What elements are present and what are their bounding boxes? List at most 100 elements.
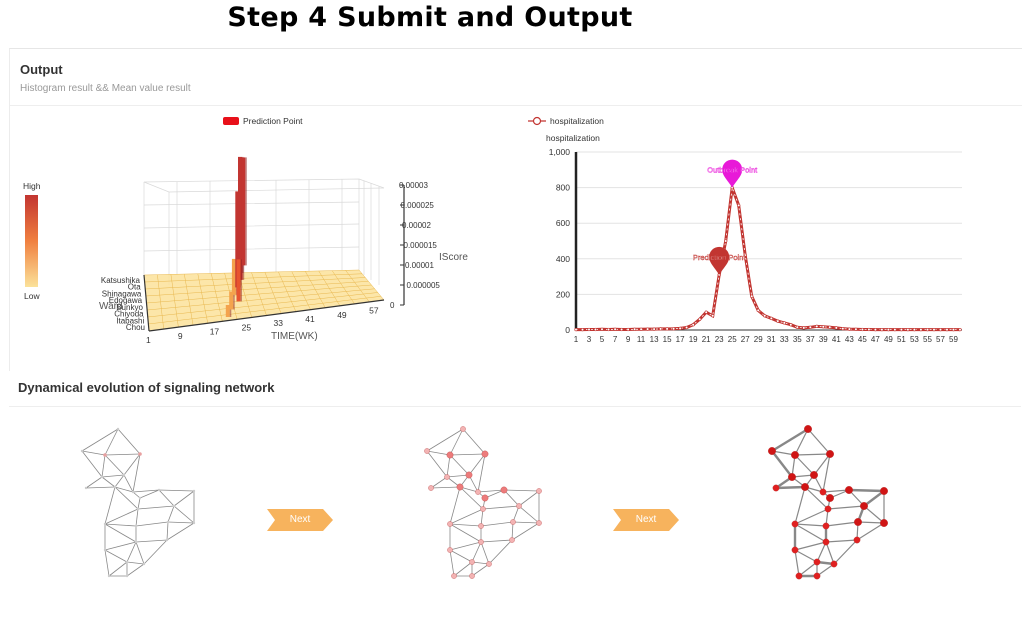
line-point[interactable] (639, 327, 643, 331)
network-node[interactable] (451, 573, 457, 579)
network-node[interactable] (478, 523, 484, 529)
line-point[interactable] (886, 328, 891, 332)
network-node[interactable] (516, 503, 522, 509)
line-point[interactable] (808, 325, 812, 329)
network-node[interactable] (880, 487, 888, 495)
line-point[interactable] (711, 314, 715, 318)
network-node[interactable] (138, 496, 142, 500)
visual-map[interactable]: High Low (23, 181, 41, 301)
line-point[interactable] (665, 327, 669, 331)
network-node[interactable] (481, 494, 489, 502)
line-point[interactable] (932, 328, 936, 332)
network-node[interactable] (788, 473, 796, 481)
line-point[interactable] (652, 327, 656, 331)
network-node[interactable] (469, 559, 475, 565)
network-node[interactable] (80, 449, 84, 453)
histogram-bar[interactable] (235, 191, 240, 288)
network-graph-stage-1[interactable] (70, 418, 220, 588)
line-point[interactable] (632, 327, 637, 331)
line-point[interactable] (763, 314, 767, 318)
line-point[interactable] (841, 327, 845, 331)
line-point[interactable] (704, 310, 708, 314)
network-node[interactable] (822, 522, 830, 530)
network-node[interactable] (481, 450, 489, 458)
next-button-1[interactable]: Next (267, 509, 333, 531)
network-node[interactable] (447, 547, 453, 553)
line-point[interactable] (678, 326, 682, 330)
histogram-bar[interactable] (241, 157, 246, 266)
visual-map-gradient-bar[interactable] (25, 195, 38, 287)
line-point[interactable] (587, 327, 591, 332)
network-node[interactable] (113, 485, 117, 489)
network-node[interactable] (125, 574, 129, 578)
network-node[interactable] (134, 524, 138, 528)
line-point[interactable] (619, 327, 624, 332)
network-node[interactable] (475, 489, 481, 495)
network-node[interactable] (822, 538, 830, 546)
network-node[interactable] (138, 452, 142, 456)
line-point[interactable] (945, 328, 949, 332)
line-point[interactable] (724, 239, 728, 243)
network-node[interactable] (103, 548, 107, 552)
outbreak-point-pin[interactable]: Outbreak Point (707, 159, 758, 188)
network-node[interactable] (801, 483, 809, 491)
network-node[interactable] (500, 486, 508, 494)
network-node[interactable] (478, 539, 484, 545)
network-node[interactable] (509, 537, 515, 543)
network-node[interactable] (795, 572, 803, 580)
line-point[interactable] (821, 325, 825, 329)
network-node[interactable] (469, 573, 475, 579)
line-point[interactable] (828, 325, 832, 329)
next-button-2[interactable]: Next (613, 509, 679, 531)
network-node[interactable] (830, 560, 838, 568)
line-point[interactable] (580, 328, 585, 332)
histogram-bar[interactable] (225, 305, 230, 317)
line-point[interactable] (854, 327, 858, 331)
network-node[interactable] (480, 506, 486, 512)
network-node[interactable] (444, 474, 450, 480)
network-node[interactable] (791, 451, 799, 459)
network-node[interactable] (446, 451, 454, 459)
network-node[interactable] (510, 519, 516, 525)
network-node[interactable] (824, 505, 832, 513)
network-node[interactable] (536, 488, 542, 494)
prediction-point-pin[interactable]: Prediction Point (693, 246, 747, 275)
network-node[interactable] (192, 521, 196, 525)
line-point[interactable] (860, 327, 865, 332)
line-point[interactable] (776, 319, 780, 323)
network-node[interactable] (826, 450, 834, 458)
line-point[interactable] (672, 327, 676, 331)
network-node[interactable] (791, 520, 799, 528)
histogram-bars[interactable] (225, 156, 247, 317)
network-node[interactable] (142, 562, 146, 566)
line-point[interactable] (613, 327, 617, 331)
network-node[interactable] (424, 448, 430, 454)
line-point[interactable] (795, 325, 799, 329)
line-point[interactable] (912, 328, 917, 332)
line-point[interactable] (782, 321, 786, 325)
network-node[interactable] (447, 521, 453, 527)
line-point[interactable] (769, 316, 773, 320)
network-node[interactable] (536, 520, 542, 526)
network-node[interactable] (116, 427, 120, 431)
network-node[interactable] (134, 540, 138, 544)
network-node[interactable] (136, 507, 140, 511)
network-node[interactable] (460, 426, 466, 432)
network-node[interactable] (880, 519, 888, 527)
line-point[interactable] (938, 328, 943, 332)
line-point[interactable] (802, 326, 806, 330)
network-node[interactable] (103, 522, 107, 526)
histogram-bar[interactable] (231, 258, 236, 295)
network-node[interactable] (428, 485, 434, 491)
line-point[interactable] (600, 327, 604, 331)
line-point[interactable] (743, 253, 747, 257)
line-point[interactable] (847, 327, 852, 331)
line-point[interactable] (606, 327, 611, 332)
line-point[interactable] (815, 324, 819, 328)
network-node[interactable] (107, 574, 111, 578)
line-point[interactable] (698, 317, 702, 321)
line-point[interactable] (789, 323, 793, 327)
histogram-3d-chart[interactable]: Prediction Point High Low 1 9 17 25 33 41 49 57… (9, 105, 509, 350)
network-node[interactable] (791, 546, 799, 554)
line-point[interactable] (737, 203, 741, 207)
